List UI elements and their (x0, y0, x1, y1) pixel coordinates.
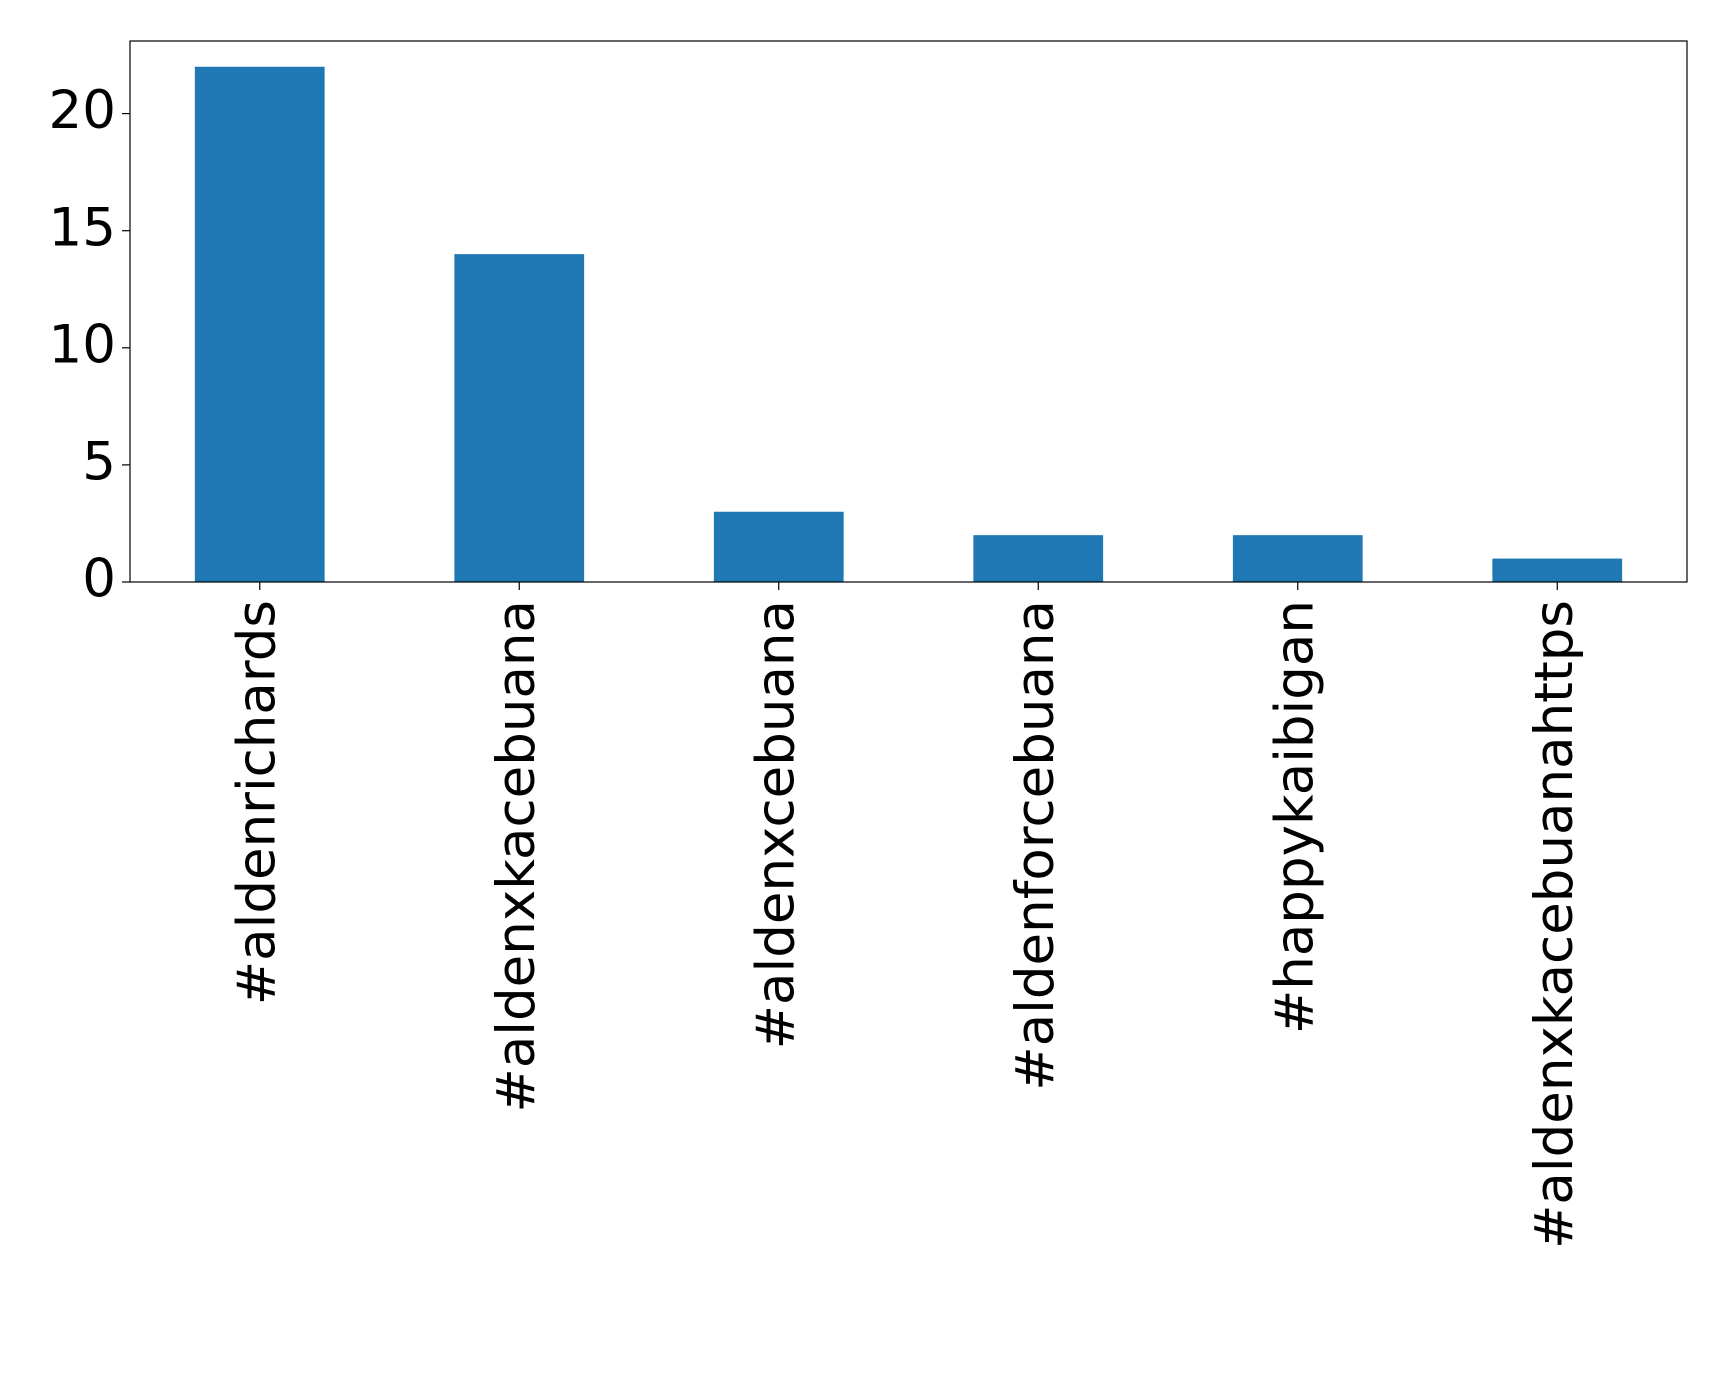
x-tick-label: #aldenrichards (226, 600, 287, 1005)
y-tick-label: 15 (49, 197, 116, 258)
y-tick-label: 0 (82, 549, 116, 610)
x-tick-label: #aldenforcebuana (1005, 600, 1066, 1091)
x-tick-label: #aldenxcebuana (745, 600, 806, 1049)
bar (194, 66, 325, 582)
x-tick-label: #happykaibigan (1264, 600, 1325, 1034)
y-tick-label: 5 (82, 432, 116, 493)
bar (454, 254, 585, 582)
plot-frame (129, 40, 1688, 583)
x-tick-label: #aldenxkacebuana (486, 600, 547, 1113)
bar (1492, 558, 1623, 582)
bar (973, 535, 1104, 582)
y-tick-label: 20 (49, 80, 116, 141)
x-tick-label: #aldenxkacebuanahttps (1524, 600, 1585, 1249)
bar (713, 511, 844, 582)
y-tick-label: 10 (49, 314, 116, 375)
bar (1232, 535, 1363, 582)
